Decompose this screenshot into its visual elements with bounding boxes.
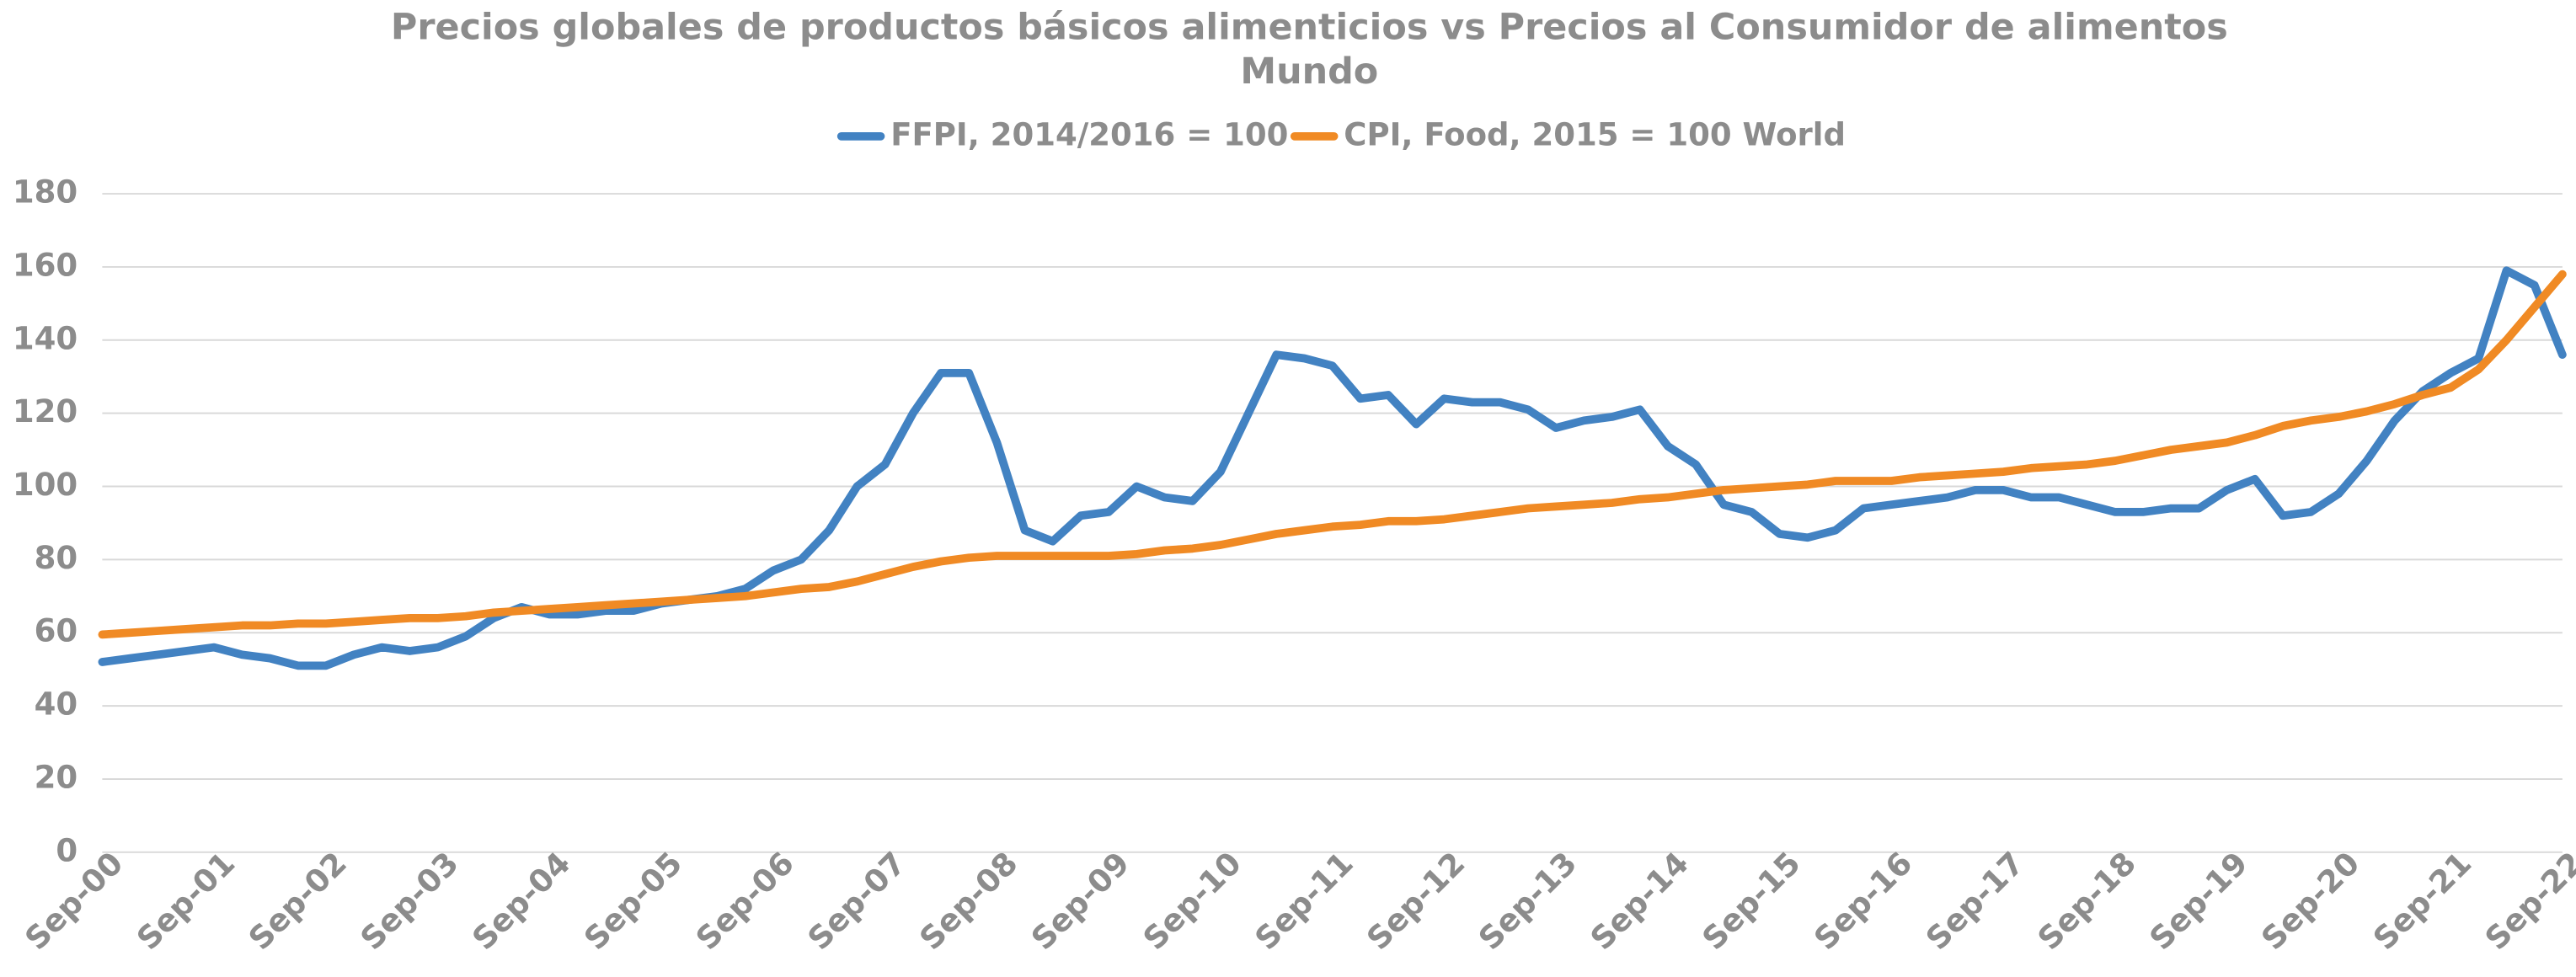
legend: FFPI, 2014/2016 = 100 CPI, Food, 2015 = 1…	[836, 116, 1846, 152]
y-tick-label: 140	[13, 320, 77, 356]
y-tick-label: 160	[13, 247, 77, 283]
series-line	[98, 270, 2567, 639]
y-tick-label: 120	[13, 393, 77, 430]
x-tick-label: Sep-17	[1919, 845, 2031, 957]
y-tick-label: 40	[35, 686, 78, 723]
x-axis: Sep-00 Sep-01 Sep-02 Sep-03 Sep-04 Sep-05 Sep-…	[18, 845, 2576, 957]
y-tick-label: 60	[35, 613, 78, 649]
x-tick-label: Sep-11	[1248, 845, 1360, 957]
x-tick-label: Sep-20	[2254, 845, 2366, 957]
x-tick-label: Sep-02	[242, 845, 354, 957]
x-tick-label: Sep-16	[1807, 845, 1919, 957]
plot	[98, 266, 2567, 670]
series-line	[98, 266, 2567, 670]
y-tick-label: 0	[56, 832, 77, 868]
x-tick-label: Sep-06	[689, 845, 801, 957]
y-tick-label: 80	[35, 540, 78, 576]
x-tick-label: Sep-14	[1584, 845, 1696, 957]
chart-subtitle: Mundo	[1240, 51, 1378, 93]
chart-title: Precios globales de productos básicos al…	[391, 7, 2228, 49]
x-tick-label: Sep-04	[465, 845, 577, 957]
y-tick-label: 20	[35, 759, 78, 795]
x-tick-label: Sep-12	[1360, 845, 1472, 957]
y-tick-label: 100	[13, 467, 77, 503]
legend-label: CPI, Food, 2015 = 100 World	[1344, 116, 1846, 152]
y-axis: 0 20 40 60 80 100 120 140 160 180	[13, 174, 77, 869]
legend-label: FFPI, 2014/2016 = 100	[890, 116, 1288, 152]
x-tick-label: Sep-10	[1136, 845, 1248, 957]
x-tick-label: Sep-19	[2143, 845, 2255, 957]
grid	[102, 193, 2563, 853]
x-tick-label: Sep-03	[354, 845, 466, 957]
x-tick-label: Sep-13	[1472, 845, 1584, 957]
x-tick-label: Sep-15	[1696, 845, 1808, 957]
x-tick-label: Sep-22	[2478, 845, 2576, 957]
x-tick-label: Sep-18	[2031, 845, 2143, 957]
x-tick-label: Sep-05	[577, 845, 689, 957]
x-tick-label: Sep-01	[130, 845, 242, 957]
x-tick-label: Sep-08	[912, 845, 1024, 957]
x-tick-label: Sep-07	[801, 845, 913, 957]
x-tick-label: Sep-09	[1024, 845, 1136, 957]
y-tick-label: 180	[13, 174, 77, 211]
x-tick-label: Sep-21	[2366, 845, 2478, 957]
